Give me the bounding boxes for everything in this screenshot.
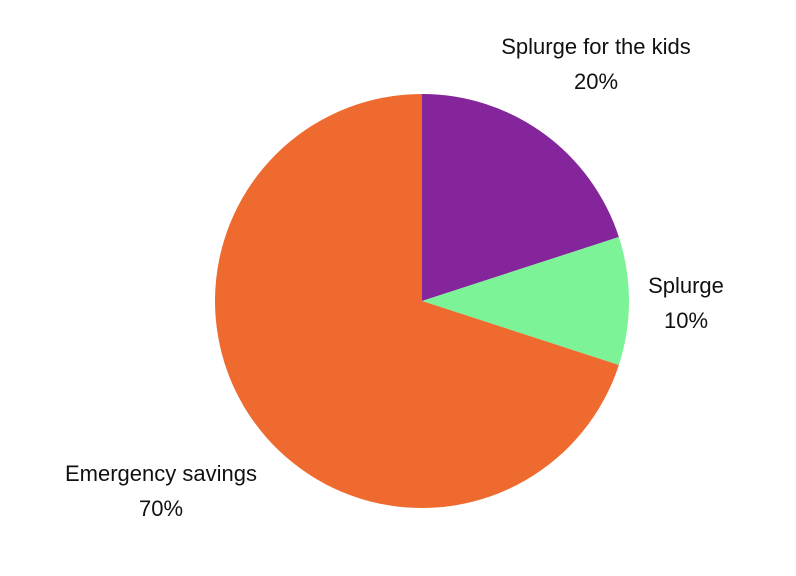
slice-label-splurge: Splurge (648, 273, 724, 298)
pie-slice-splurge-for-the-kids (422, 94, 619, 301)
slice-value-splurge-for-the-kids: 20% (574, 69, 618, 94)
pie-slice-emergency-savings (215, 94, 619, 508)
slice-label-splurge-for-the-kids: Splurge for the kids (501, 34, 691, 59)
pie-slice-splurge (422, 237, 630, 365)
slice-label-emergency-savings: Emergency savings (65, 461, 257, 486)
slice-value-splurge: 10% (664, 308, 708, 333)
pie-slices (215, 94, 630, 508)
slice-value-emergency-savings: 70% (139, 496, 183, 521)
pie-labels: Splurge for the kids 20% Splurge 10% Eme… (65, 34, 724, 521)
